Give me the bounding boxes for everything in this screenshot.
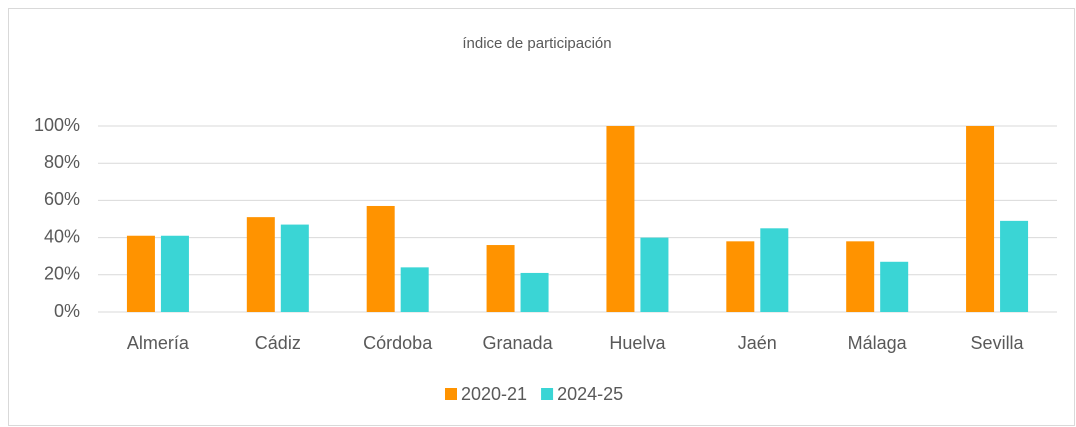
x-tick-label: Jaén (738, 333, 777, 353)
y-tick-label: 80% (44, 152, 80, 172)
legend-swatch (541, 388, 554, 400)
bar (520, 272, 549, 312)
x-tick-label: Sevilla (971, 333, 1025, 353)
bar (160, 235, 189, 312)
x-tick-label: Huelva (609, 333, 666, 353)
bar (760, 228, 789, 312)
bar (246, 217, 275, 312)
bar (1000, 220, 1029, 312)
bar (400, 267, 429, 312)
y-tick-label: 100% (34, 115, 80, 135)
y-tick-label: 60% (44, 189, 80, 209)
bar (880, 261, 909, 312)
y-tick-label: 40% (44, 226, 80, 246)
bar (606, 126, 635, 312)
legend-label: 2020-21 (461, 384, 527, 404)
bar (640, 237, 669, 312)
bar (126, 235, 155, 312)
x-tick-label: Málaga (848, 333, 908, 353)
y-tick-label: 0% (54, 301, 80, 321)
x-tick-label: Granada (483, 333, 554, 353)
legend-swatch (445, 388, 457, 400)
chart-title: índice de participación (462, 35, 611, 52)
x-tick-label: Córdoba (363, 333, 433, 353)
bar (726, 241, 755, 312)
bar (486, 245, 515, 312)
bar (280, 224, 309, 312)
x-tick-label: Cádiz (255, 333, 301, 353)
x-tick-label: Almería (127, 333, 190, 353)
bar (846, 241, 875, 312)
legend-label: 2024-25 (557, 384, 623, 404)
y-tick-label: 20% (44, 264, 80, 284)
bar (966, 126, 995, 312)
chart-frame (8, 8, 1075, 426)
bar (366, 205, 395, 312)
